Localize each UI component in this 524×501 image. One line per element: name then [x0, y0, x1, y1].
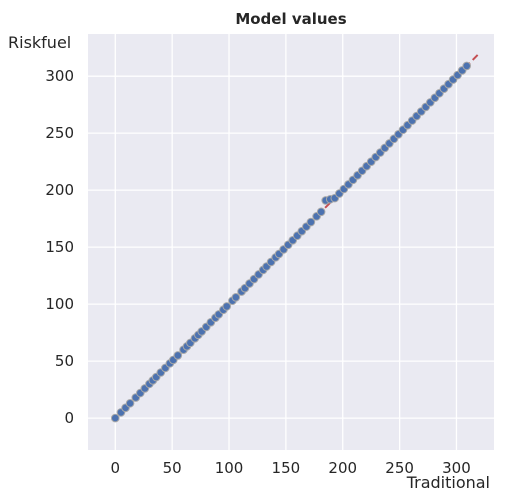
x-tick-label: 300 — [442, 459, 471, 477]
y-tick-label: 100 — [45, 295, 74, 313]
data-point — [173, 351, 183, 360]
x-axis-label: Traditional — [406, 473, 490, 492]
x-tick-label: 200 — [328, 459, 357, 477]
chart-title: Model values — [235, 10, 346, 28]
y-axis-label: Riskfuel — [8, 33, 71, 52]
y-tick-label: 0 — [64, 409, 74, 427]
y-tick-label: 300 — [45, 67, 74, 85]
x-tick-label: 50 — [163, 459, 182, 477]
data-point — [110, 413, 120, 423]
data-point — [125, 398, 135, 408]
y-tick-label: 200 — [45, 181, 74, 199]
data-point — [306, 217, 316, 227]
x-tick-label: 100 — [215, 459, 244, 477]
x-tick-label: 150 — [272, 459, 301, 477]
y-tick-label: 50 — [55, 352, 74, 370]
y-tick-label: 250 — [45, 124, 74, 142]
data-point — [231, 292, 241, 302]
x-tick-label: 0 — [111, 459, 121, 477]
y-tick-labels: 0 50 100 150 200 250 300 — [45, 67, 74, 427]
x-tick-labels: 0 50 100 150 200 250 300 — [111, 459, 471, 477]
x-tick-label: 250 — [385, 459, 414, 477]
data-point — [222, 302, 232, 311]
data-points — [110, 61, 472, 423]
data-point — [462, 61, 472, 71]
y-tick-label: 150 — [45, 238, 74, 256]
data-point — [316, 207, 326, 217]
